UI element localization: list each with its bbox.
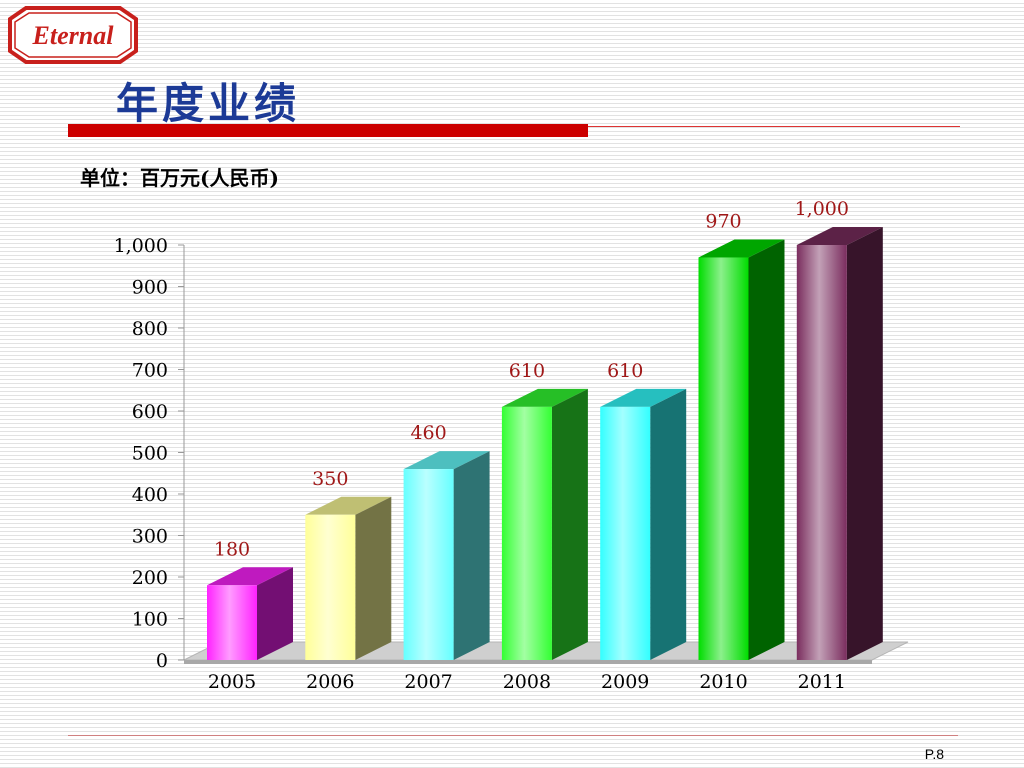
bar-2006 [305, 496, 392, 660]
bar-side [650, 388, 687, 660]
bar-side [453, 451, 490, 660]
x-tick-label: 2005 [208, 671, 256, 693]
bar-2005 [207, 567, 293, 660]
y-tick-label: 0 [156, 650, 168, 672]
slide-title: 年度业绩 [116, 79, 301, 128]
y-tick-label: 600 [132, 401, 168, 423]
y-tick-label: 800 [132, 318, 168, 340]
bars [207, 227, 883, 660]
data-label: 1,000 [795, 198, 849, 220]
data-labels: 180 350 460 610 610 970 1,000 [214, 198, 849, 560]
bar-front [403, 469, 454, 660]
bar-front [501, 406, 552, 660]
x-tick-label: 2007 [404, 671, 452, 693]
bar-side [846, 227, 883, 660]
bar-2011 [796, 227, 883, 660]
svg-text:Eternal: Eternal [32, 21, 115, 50]
bar-front [207, 585, 257, 660]
data-label: 180 [214, 538, 250, 560]
x-tick-label: 2006 [306, 671, 354, 693]
bar-top [501, 388, 588, 407]
bar-top [600, 388, 687, 407]
y-tick-label: 400 [132, 484, 168, 506]
bar-side [551, 388, 588, 660]
data-label: 460 [410, 422, 446, 444]
bar-top [403, 451, 490, 470]
data-label: 970 [705, 210, 741, 232]
floor-front [184, 660, 872, 664]
bar-2008 [501, 388, 588, 660]
bar-front [305, 514, 356, 660]
y-tick-label: 700 [132, 360, 168, 382]
eternal-logo: Eternal [8, 6, 138, 64]
y-axis: 0 100 200 300 400 500 600 700 800 900 1,000 [114, 235, 185, 672]
page-number: P.8 [924, 746, 944, 762]
x-tick-label: 2011 [798, 671, 846, 693]
y-tick-label: 300 [132, 526, 168, 548]
bar-side [748, 239, 785, 660]
bar-2010 [698, 239, 785, 660]
bar-2007 [403, 451, 490, 660]
y-tick-label: 500 [132, 443, 168, 465]
unit-label: 单位：百万元(人民币) [80, 166, 279, 190]
bar-side [355, 496, 392, 660]
bar-top [698, 239, 785, 258]
data-label: 610 [509, 360, 545, 382]
y-tick-label: 900 [132, 277, 168, 299]
bar-side [257, 567, 293, 660]
x-axis: 2005 2006 2007 2008 2009 2010 2011 [208, 671, 846, 693]
bar-front [698, 257, 749, 660]
bar-2009 [600, 388, 687, 660]
bar-top [796, 227, 883, 245]
x-tick-label: 2010 [699, 671, 747, 693]
title-underline-thin [588, 126, 960, 127]
title-underline-bar [68, 124, 588, 137]
y-tick-label: 200 [132, 567, 168, 589]
x-tick-label: 2008 [503, 671, 551, 693]
data-label: 610 [607, 360, 643, 382]
bar-top [305, 496, 392, 515]
bar-front [600, 406, 651, 660]
y-tick-label: 1,000 [114, 235, 168, 257]
y-tick-label: 100 [132, 609, 168, 631]
bar-top [207, 567, 293, 586]
bar-front [796, 245, 847, 660]
data-label: 350 [312, 468, 348, 490]
footer-divider [68, 735, 958, 736]
x-tick-label: 2009 [601, 671, 649, 693]
